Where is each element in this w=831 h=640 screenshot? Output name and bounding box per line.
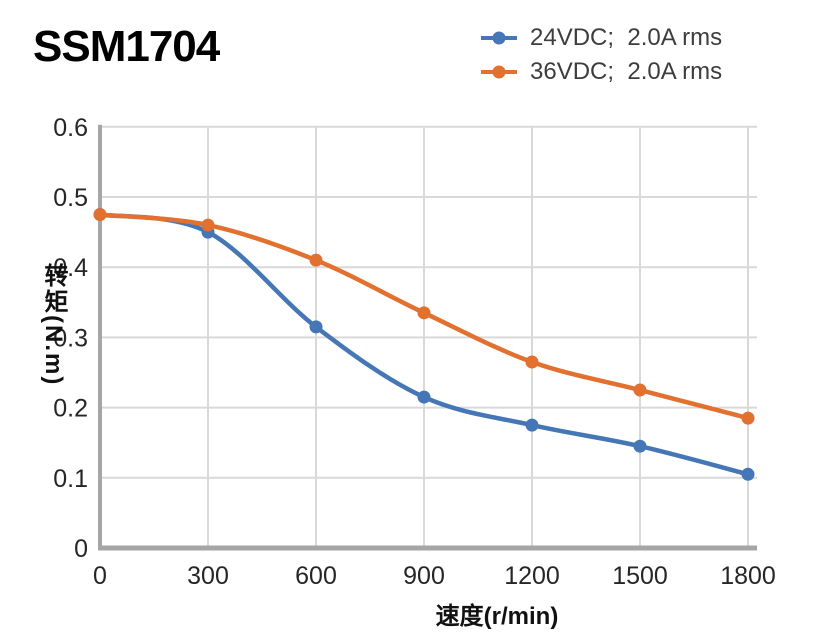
x-tick-label: 300 bbox=[187, 562, 229, 590]
chart-legend: 24VDC; 2.0A rms 36VDC; 2.0A rms bbox=[477, 21, 722, 89]
legend-label: 36VDC; 2.0A rms bbox=[530, 58, 723, 85]
legend-marker-icon bbox=[481, 65, 517, 79]
legend-marker-icon bbox=[481, 31, 517, 45]
series-point bbox=[201, 218, 215, 232]
series-point bbox=[741, 411, 755, 425]
x-tick-label: 1200 bbox=[504, 562, 560, 590]
y-tick-label: 0.3 bbox=[53, 324, 88, 352]
series-point bbox=[741, 467, 755, 481]
x-tick-label: 1500 bbox=[612, 562, 668, 590]
y-tick-label: 0.1 bbox=[53, 465, 88, 493]
y-tick-label: 0.2 bbox=[53, 395, 88, 423]
page-title: SSM1704 bbox=[33, 22, 220, 71]
series-point bbox=[309, 320, 323, 334]
legend-label: 24VDC; 2.0A rms bbox=[530, 24, 723, 51]
series-point bbox=[309, 253, 323, 267]
series-point bbox=[525, 418, 539, 432]
y-tick-label: 0.4 bbox=[53, 254, 88, 282]
y-tick-label: 0.6 bbox=[53, 114, 88, 142]
x-tick-label: 600 bbox=[295, 562, 337, 590]
legend-item-36vdc: 36VDC; 2.0A rms bbox=[477, 55, 722, 89]
y-axis-title: 转矩(N.m) bbox=[40, 263, 67, 387]
series-point bbox=[417, 390, 431, 404]
x-axis-title: 速度(r/min) bbox=[435, 603, 559, 630]
legend-item-24vdc: 24VDC; 2.0A rms bbox=[477, 21, 722, 55]
x-tick-label: 0 bbox=[93, 562, 107, 590]
series-point bbox=[633, 439, 647, 453]
series-point bbox=[633, 383, 647, 397]
y-tick-label: 0 bbox=[74, 535, 88, 563]
series-point bbox=[93, 208, 107, 222]
x-tick-label: 1800 bbox=[720, 562, 776, 590]
x-tick-label: 900 bbox=[403, 562, 445, 590]
y-tick-label: 0.5 bbox=[53, 184, 88, 212]
series-point bbox=[525, 355, 539, 369]
series-point bbox=[417, 306, 431, 320]
